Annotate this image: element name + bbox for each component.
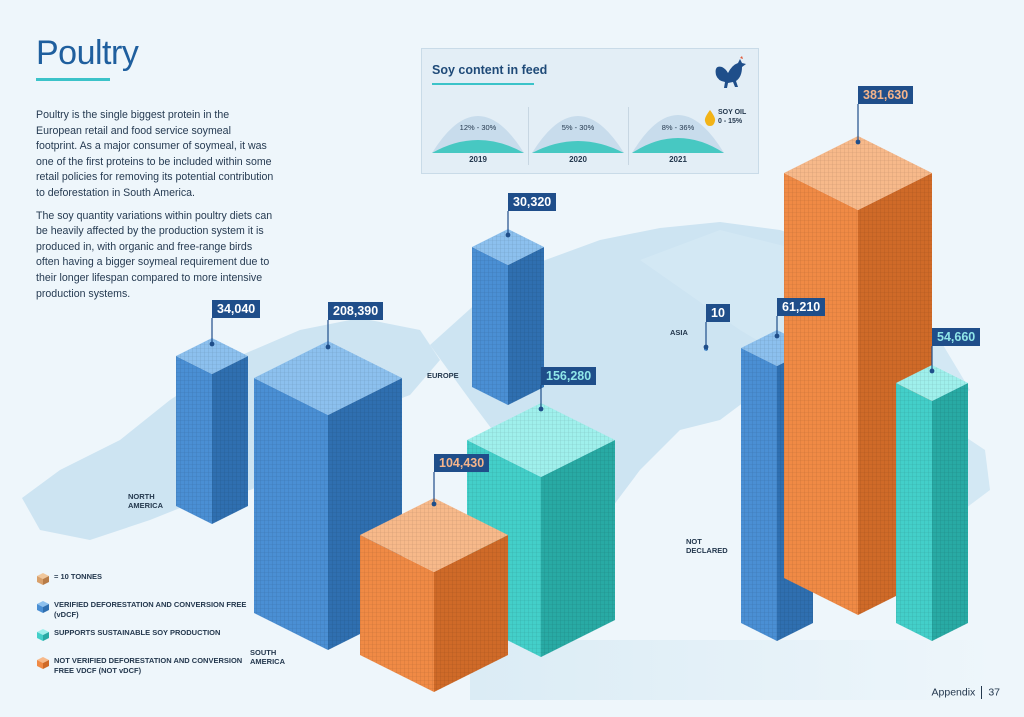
footer-section: Appendix (931, 686, 976, 699)
footer-divider (981, 686, 983, 699)
bar-eu-blue-left-texture (472, 247, 508, 405)
bar-nd-blue-leader-dot (774, 333, 780, 339)
bar-nd-orange-leader-dot (855, 139, 861, 145)
feed-mounds (432, 115, 724, 153)
feed-year-2021: 2021 (669, 155, 687, 164)
bar-sa-orange-leader-dot (431, 501, 437, 507)
bar-na-blue-top-texture (176, 338, 248, 374)
oil-drop-icon (704, 110, 716, 126)
bar-eu-blue-right-texture (508, 247, 544, 405)
region-south-america: SOUTH AMERICA (250, 648, 285, 666)
bar-nd-orange-left-texture (784, 173, 858, 615)
legend-label: NOT VERIFIED DEFORESTATION AND CONVERSIO… (54, 656, 243, 675)
bar-eu-blue-value-label: 30,320 (508, 193, 557, 211)
bar-sa-orange-top-texture (360, 498, 508, 572)
bar-eu-teal-right-texture (541, 440, 615, 657)
bar-sa-orange (360, 498, 508, 692)
region-text: NOT (686, 537, 702, 546)
bar-na-blue-leader-dot (209, 341, 215, 347)
bar-nd-orange-value-label: 381,630 (858, 86, 914, 104)
region-text: SOUTH (250, 648, 277, 657)
feed-range-2021: 8% - 36% (661, 123, 695, 132)
title-underline (36, 78, 110, 81)
soy-feed-title: Soy content in feed (432, 63, 548, 77)
hen-icon (715, 56, 746, 88)
bar-eu-teal-top-texture (467, 403, 615, 477)
bar-sa-orange-left-texture (360, 535, 434, 692)
bar-nd-teal-leader-dot (929, 368, 935, 374)
bar-eu-blue-leader-dot (505, 232, 511, 238)
bar-sa-blue-leader-dot (325, 344, 331, 350)
bar-eu-teal-leader-dot (538, 406, 544, 412)
bar-na-blue (176, 338, 248, 524)
page-title: Poultry (36, 34, 139, 72)
feed-separator (628, 107, 629, 165)
legend-label: VERIFIED DEFORESTATION AND CONVERSION FR… (54, 600, 247, 619)
soy-feed-underline (432, 83, 534, 85)
cube-icon (37, 657, 49, 669)
region-asia: ASIA (670, 328, 688, 337)
cube-icon (37, 629, 49, 641)
bar-eu-teal-value-label: 156,280 (541, 367, 597, 385)
bar-eu-blue-top-texture (472, 229, 544, 265)
bar-sa-orange-value-label: 104,430 (434, 454, 490, 472)
bar-sa-orange-right-texture (434, 535, 508, 692)
bar-asia-blue-leader-dot (703, 344, 709, 350)
feed-range-2019: 12% - 30% (459, 123, 497, 132)
bar-sa-blue-left-texture (254, 378, 328, 650)
bar-nd-orange (784, 136, 932, 615)
cube-icon (37, 573, 49, 585)
soy-oil-title: SOY OIL (718, 109, 747, 116)
region-text: NORTH (128, 492, 155, 501)
soy-oil-range: 0 - 15% (718, 118, 743, 125)
region-text: DECLARED (686, 546, 728, 555)
bar-na-blue-right-texture (212, 356, 248, 524)
region-not-declared: NOT DECLARED (686, 537, 728, 555)
bar-nd-teal-value-label: 54,660 (932, 328, 981, 346)
bar-nd-blue-left-texture (741, 348, 777, 641)
soy-feed-panel: Soy content in feed 12% - 30% 5% - 30% 8… (421, 48, 759, 174)
bar-nd-teal-top-texture (896, 365, 968, 401)
bar-na-blue-value-label: 34,040 (212, 300, 261, 318)
region-text: AMERICA (250, 657, 285, 666)
region-europe: EUROPE (427, 371, 459, 380)
bar-nd-orange-top-texture (784, 136, 932, 210)
page-number: 37 (988, 686, 1000, 699)
soy-oil-label: SOY OIL 0 - 15% (718, 108, 746, 126)
page-footer: Appendix 37 (932, 686, 1000, 699)
bar-asia-blue-value-label: 10 (706, 304, 730, 322)
feed-separator (528, 107, 529, 165)
bar-sa-blue-top-texture (254, 341, 402, 415)
bar-na-blue-left-texture (176, 356, 212, 524)
region-text: AMERICA (128, 501, 163, 510)
bar-eu-blue (472, 229, 544, 405)
region-north-america: NORTH AMERICA (128, 492, 163, 510)
intro-text: Poultry is the single biggest protein in… (36, 108, 274, 309)
bar-nd-blue-value-label: 61,210 (777, 298, 826, 316)
bar-nd-teal-left-texture (896, 383, 932, 641)
map-shadow-band (470, 640, 1000, 700)
bar-nd-teal (896, 365, 968, 641)
bar-sa-blue-value-label: 208,390 (328, 302, 384, 320)
feed-year-2020: 2020 (569, 155, 587, 164)
legend-label: = 10 TONNES (54, 572, 103, 581)
intro-paragraph-1: Poultry is the single biggest protein in… (36, 109, 274, 199)
legend-label: SUPPORTS SUSTAINABLE SOY PRODUCTION (54, 628, 221, 637)
bar-nd-teal-right-texture (932, 383, 968, 641)
cube-icon (37, 601, 49, 613)
feed-year-2019: 2019 (469, 155, 487, 164)
intro-paragraph-2: The soy quantity variations within poult… (36, 209, 273, 300)
feed-range-2020: 5% - 30% (561, 123, 595, 132)
